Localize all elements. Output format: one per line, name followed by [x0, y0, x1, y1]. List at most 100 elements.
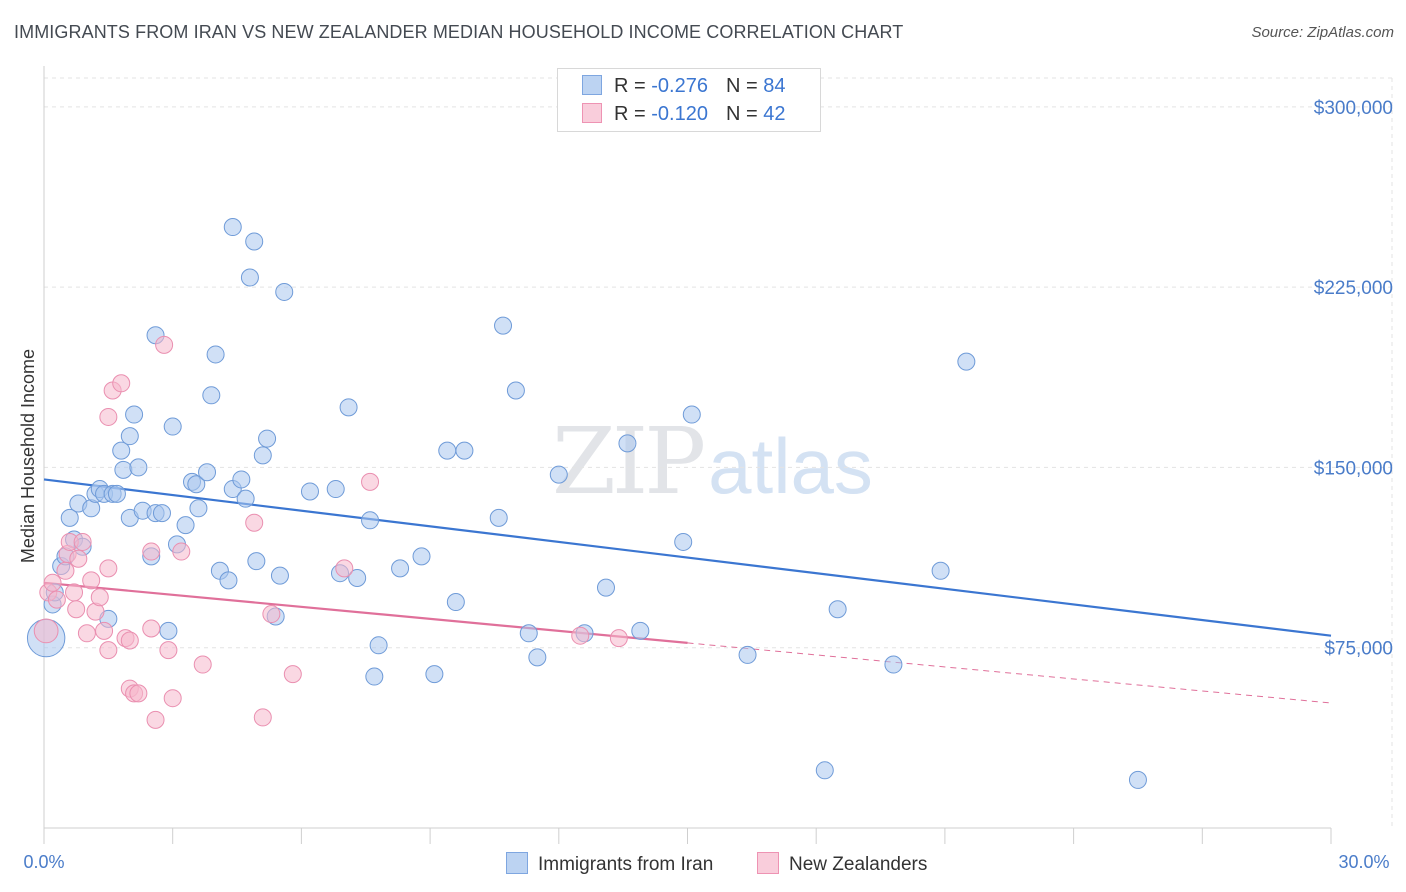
point-nz — [253, 708, 272, 727]
point-nz — [99, 407, 118, 426]
point-iran — [245, 232, 264, 251]
point-nz — [609, 629, 628, 648]
legend-row-iran: R = -0.276 N = 84 — [582, 75, 785, 99]
point-iran — [187, 475, 206, 494]
y-tick-label: $225,000 — [1314, 278, 1393, 299]
data-points — [26, 218, 1147, 789]
point-nz — [245, 513, 264, 532]
point-iran — [596, 578, 615, 597]
point-iran — [738, 645, 757, 664]
y-tick-label: $300,000 — [1314, 98, 1393, 119]
y-tick-label: $150,000 — [1314, 458, 1393, 479]
point-iran — [494, 316, 513, 335]
point-iran — [189, 499, 208, 518]
tick-labels: $75,000 $150,000 $225,000 $300,000 0.0% 30.0% — [23, 98, 1393, 872]
point-nz — [163, 689, 182, 708]
point-iran — [219, 571, 238, 590]
point-nz — [67, 600, 86, 619]
bottom-legend-label-nz: New Zealanders — [789, 854, 928, 875]
point-iran — [528, 648, 547, 667]
point-nz — [142, 542, 161, 561]
point-nz — [262, 605, 281, 624]
point-iran — [232, 470, 251, 489]
point-nz — [129, 684, 148, 703]
point-iran — [549, 465, 568, 484]
bottom-legend-label-iran: Immigrants from Iran — [538, 854, 714, 875]
point-iran — [365, 667, 384, 686]
point-iran — [884, 655, 903, 674]
point-iran — [198, 463, 217, 482]
point-iran — [348, 569, 367, 587]
point-nz — [146, 710, 165, 729]
point-iran — [114, 460, 133, 479]
point-iran — [258, 429, 277, 448]
grid — [44, 77, 1393, 828]
x-tick-label-max: 30.0% — [1338, 852, 1389, 872]
point-nz — [361, 472, 380, 491]
point-iran — [300, 482, 319, 501]
point-iran — [618, 434, 637, 453]
stats-legend: R = -0.276 N = 84 R = -0.120 N = 42 — [557, 68, 821, 132]
point-iran — [60, 508, 79, 527]
point-iran — [275, 282, 294, 301]
point-iran — [438, 441, 457, 460]
point-iran — [120, 427, 139, 446]
point-iran — [361, 511, 380, 530]
bottom-legend-iran: Immigrants from Iran — [506, 852, 713, 876]
bottom-legend-nz: New Zealanders — [757, 852, 927, 876]
point-iran — [206, 345, 225, 364]
y-tick-label: $75,000 — [1324, 639, 1393, 660]
point-iran — [163, 417, 182, 436]
point-iran — [519, 624, 538, 643]
point-nz — [69, 549, 88, 568]
bottom-legend-swatch-iran — [506, 852, 528, 874]
point-iran — [369, 636, 388, 655]
axes — [43, 66, 1332, 844]
trend-lines — [43, 478, 1332, 704]
point-iran — [223, 218, 242, 237]
point-iran — [957, 352, 976, 371]
point-nz — [120, 631, 139, 650]
legend-n-label: N = — [725, 75, 764, 97]
bottom-legend-swatch-nz — [757, 852, 779, 874]
point-iran — [176, 516, 195, 535]
legend-n-label: N = — [725, 103, 764, 125]
legend-r-value: -0.276 — [651, 75, 708, 97]
point-iran — [489, 508, 508, 527]
point-iran — [391, 559, 410, 578]
point-nz — [571, 626, 590, 645]
point-iran — [446, 593, 465, 612]
legend-r-value: -0.120 — [651, 103, 708, 125]
point-iran — [152, 504, 171, 523]
legend-row-nz: R = -0.120 N = 42 — [582, 103, 785, 127]
point-nz — [90, 588, 109, 607]
point-iran — [506, 381, 525, 400]
point-iran — [682, 405, 701, 424]
watermark: ZIPatlas — [552, 408, 873, 515]
point-iran — [107, 484, 126, 503]
point-nz — [155, 335, 174, 354]
point-nz — [82, 571, 101, 590]
point-nz — [47, 590, 66, 609]
point-nz — [335, 559, 354, 578]
point-iran — [159, 621, 178, 640]
point-nz — [159, 641, 178, 660]
point-nz — [112, 374, 131, 393]
point-iran — [931, 561, 950, 580]
trend-line-nz-extension — [687, 642, 1332, 704]
legend-r-label: R = — [614, 103, 652, 125]
point-iran — [240, 268, 259, 287]
legend-r-label: R = — [614, 75, 652, 97]
point-nz — [43, 573, 62, 592]
point-iran — [339, 398, 358, 417]
point-nz — [95, 621, 114, 640]
watermark-zip: ZIP — [552, 408, 706, 515]
point-iran — [202, 386, 221, 405]
point-iran — [455, 441, 474, 460]
point-nz — [33, 618, 59, 644]
trend-line-iran — [43, 478, 1332, 637]
point-iran — [674, 532, 693, 551]
point-nz — [283, 665, 302, 684]
point-nz — [142, 619, 161, 638]
